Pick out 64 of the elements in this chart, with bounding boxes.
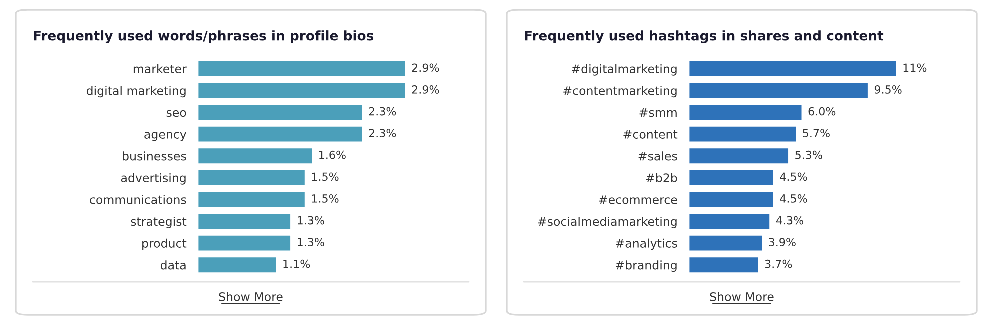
y-tick-label: #branding bbox=[616, 260, 677, 272]
bar bbox=[198, 82, 406, 100]
chart-title: Frequently used words/phrases in profile bios bbox=[34, 30, 374, 44]
bar bbox=[689, 60, 897, 78]
y-tick-label: agency bbox=[144, 132, 187, 142]
bar bbox=[198, 169, 306, 187]
bar bbox=[689, 256, 760, 274]
bar bbox=[198, 60, 406, 78]
bar bbox=[198, 212, 292, 230]
data-label: 4.5% bbox=[780, 172, 808, 182]
y-tick-label: #analytics bbox=[616, 238, 678, 250]
bar bbox=[689, 190, 775, 209]
data-label: 1.6% bbox=[320, 150, 346, 160]
y-tick-label: #digitalmarketing bbox=[572, 64, 677, 76]
data-label: 11% bbox=[904, 64, 927, 72]
bar bbox=[689, 169, 775, 187]
data-label: 1.3% bbox=[298, 238, 324, 247]
data-label: 4.3% bbox=[776, 216, 804, 225]
data-label: 5.3% bbox=[796, 150, 822, 160]
data-label: 2.9% bbox=[412, 86, 440, 94]
y-tick-label: #contentmarketing bbox=[564, 86, 677, 98]
chart-title: Frequently used hashtags in shares and content bbox=[525, 30, 884, 44]
bar bbox=[689, 147, 790, 165]
data-label: 4.5% bbox=[780, 194, 808, 203]
bar bbox=[689, 234, 764, 252]
data-label: 6.0% bbox=[808, 107, 836, 116]
bar bbox=[198, 125, 364, 144]
bar bbox=[689, 212, 772, 230]
y-tick-label: #smm bbox=[640, 108, 677, 118]
y-tick-label: businesses bbox=[123, 152, 186, 161]
data-label: 1.3% bbox=[298, 216, 324, 225]
y-tick-label: digital marketing bbox=[86, 86, 186, 98]
bar bbox=[198, 147, 314, 165]
y-tick-label: #ecommerce bbox=[599, 196, 678, 204]
bar bbox=[198, 190, 306, 209]
data-label: 2.3% bbox=[369, 107, 396, 116]
data-label: 9.5% bbox=[874, 86, 902, 94]
data-label: 2.9% bbox=[412, 64, 440, 72]
bar bbox=[198, 234, 292, 252]
data-label: 3.7% bbox=[765, 260, 792, 268]
data-label: 1.1% bbox=[284, 260, 310, 268]
text: Show More bbox=[219, 292, 283, 302]
bar bbox=[198, 256, 278, 274]
y-tick-label: strategist bbox=[131, 217, 187, 228]
data-label: 1.5% bbox=[312, 194, 339, 203]
bar bbox=[689, 104, 804, 122]
y-tick-label: advertising bbox=[121, 173, 186, 185]
y-tick-label: #socialmediamarketing bbox=[538, 217, 677, 228]
y-tick-label: #content bbox=[624, 130, 678, 139]
y-tick-label: data bbox=[160, 260, 186, 270]
y-tick-label: #b2b bbox=[646, 173, 678, 183]
y-tick-label: marketer bbox=[134, 64, 187, 74]
data-label: 5.7% bbox=[803, 129, 830, 138]
bar bbox=[689, 125, 798, 144]
data-label: 3.9% bbox=[769, 238, 796, 247]
y-tick-label: #sales bbox=[638, 152, 678, 161]
data-label: 1.5% bbox=[312, 172, 339, 182]
y-tick-label: communications bbox=[90, 195, 186, 204]
y-tick-label: product bbox=[142, 238, 187, 250]
bar bbox=[198, 104, 364, 122]
y-tick-label: seo bbox=[166, 110, 186, 118]
data-label: 2.3% bbox=[369, 129, 396, 138]
text: Show More bbox=[710, 292, 774, 302]
bar bbox=[689, 82, 870, 100]
